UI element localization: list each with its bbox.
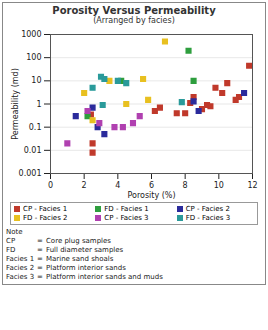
svg-text:2: 2	[82, 181, 87, 190]
html-text:FD - Facies 2: FD - Facies 2	[23, 214, 68, 222]
html-text:Porosity Versus Permeability: Porosity Versus Permeability	[52, 5, 216, 16]
html-text:FD - Facies 1: FD - Facies 1	[104, 205, 149, 213]
svg-text:8: 8	[183, 181, 188, 190]
svg-text:6: 6	[149, 181, 154, 190]
svg-text:10: 10	[214, 181, 224, 190]
svg-text:100: 100	[26, 53, 41, 62]
svg-text:10: 10	[31, 76, 41, 85]
svg-text:1000: 1000	[21, 30, 41, 39]
svg-text:0.001: 0.001	[19, 169, 42, 178]
html-text:FD: FD	[6, 246, 16, 254]
html-text:CP - Facies 2: CP - Facies 2	[185, 205, 230, 213]
svg-text:0: 0	[48, 181, 53, 190]
svg-text:1: 1	[36, 100, 41, 109]
html-text:Platform interior sands: Platform interior sands	[46, 264, 126, 272]
html-text:Facies 2 =: Facies 2 =	[6, 264, 43, 272]
html-text:Core plug samples: Core plug samples	[46, 237, 111, 245]
svg-text:Permeability (md): Permeability (md)	[11, 68, 20, 140]
html-text:FD - Facies 3: FD - Facies 3	[185, 214, 231, 222]
html-text:CP: CP	[6, 237, 16, 245]
html-text:Facies 3 =: Facies 3 =	[6, 273, 43, 281]
html-text:Note: Note	[6, 228, 23, 236]
html-text:Marine sand shoals: Marine sand shoals	[46, 255, 114, 263]
svg-text:0.1: 0.1	[29, 123, 42, 132]
html-text:(Arranged by facies): (Arranged by facies)	[93, 16, 175, 25]
html-text:CP - Facies 3: CP - Facies 3	[104, 214, 149, 222]
svg-text:0.01: 0.01	[24, 146, 42, 155]
svg-text:4: 4	[115, 181, 120, 190]
html-text:Full diameter samples: Full diameter samples	[46, 246, 124, 254]
svg-text:12: 12	[247, 181, 257, 190]
svg-text:Porosity (%): Porosity (%)	[127, 191, 175, 200]
html-text:Platform interior sands and mu: Platform interior sands and muds	[46, 273, 163, 281]
html-text:Facies 1 =: Facies 1 =	[6, 255, 43, 263]
html-text:CP - Facies 1: CP - Facies 1	[23, 205, 68, 213]
